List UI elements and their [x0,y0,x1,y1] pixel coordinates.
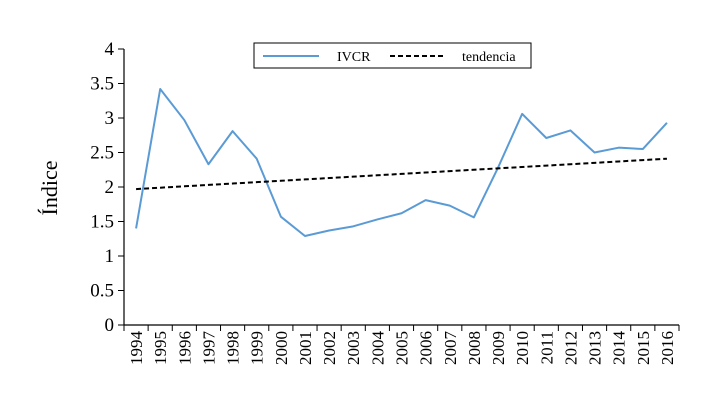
x-tick-label: 1999 [248,331,267,365]
x-tick-label: 2012 [561,331,580,365]
legend-label-ivcr: IVCR [337,50,371,65]
series-line-ivcr [135,88,668,237]
y-tick-label: 3.5 [90,74,114,95]
x-tick-label: 2015 [634,331,653,365]
x-tick-label: 2002 [320,331,339,365]
x-tick-label: 1997 [199,331,218,366]
x-tick-label: 2008 [465,331,484,365]
y-tick-label: 0.5 [90,281,114,302]
y-axis-label: Índice [37,161,62,216]
legend-label-tendencia: tendencia [462,50,516,65]
y-axis-ticks: 0 0.5 1 1.5 2 2.5 3 3.5 4 [90,39,124,336]
x-tick-label: 1996 [175,331,194,365]
x-tick-label: 2007 [441,331,460,366]
y-tick-label: 0 [105,315,115,336]
x-tick-label: 2000 [272,331,291,365]
y-tick-label: 4 [105,39,115,60]
x-tick-label: 2014 [610,331,629,366]
x-tick-label: 2013 [586,331,605,365]
y-tick-label: 2.5 [90,143,114,164]
y-tick-label: 1 [105,246,115,267]
x-tick-label: 2010 [513,331,532,365]
x-tick-label: 2011 [537,331,556,364]
x-tick-label: 2003 [344,331,363,365]
x-tick-label: 1994 [127,331,146,366]
x-tick-label: 2006 [417,331,436,365]
x-tick-label: 1998 [224,331,243,365]
x-axis-ticks: 1994 1995 1996 1997 1998 1999 2000 2001 2002 2003… [123,325,680,366]
series-layer [135,88,668,237]
x-tick-label: 2004 [368,331,387,366]
y-tick-label: 3 [105,108,115,129]
legend: IVCR tendencia [253,42,532,69]
y-tick-label: 1.5 [90,212,114,233]
x-tick-label: 2001 [296,331,315,365]
series-line-tendencia [136,157,667,191]
x-tick-label: 1995 [151,331,170,365]
x-tick-label: 2005 [393,331,412,365]
x-tick-label: 2009 [489,331,508,365]
x-tick-label: 2016 [658,331,677,365]
y-tick-label: 2 [105,177,115,198]
